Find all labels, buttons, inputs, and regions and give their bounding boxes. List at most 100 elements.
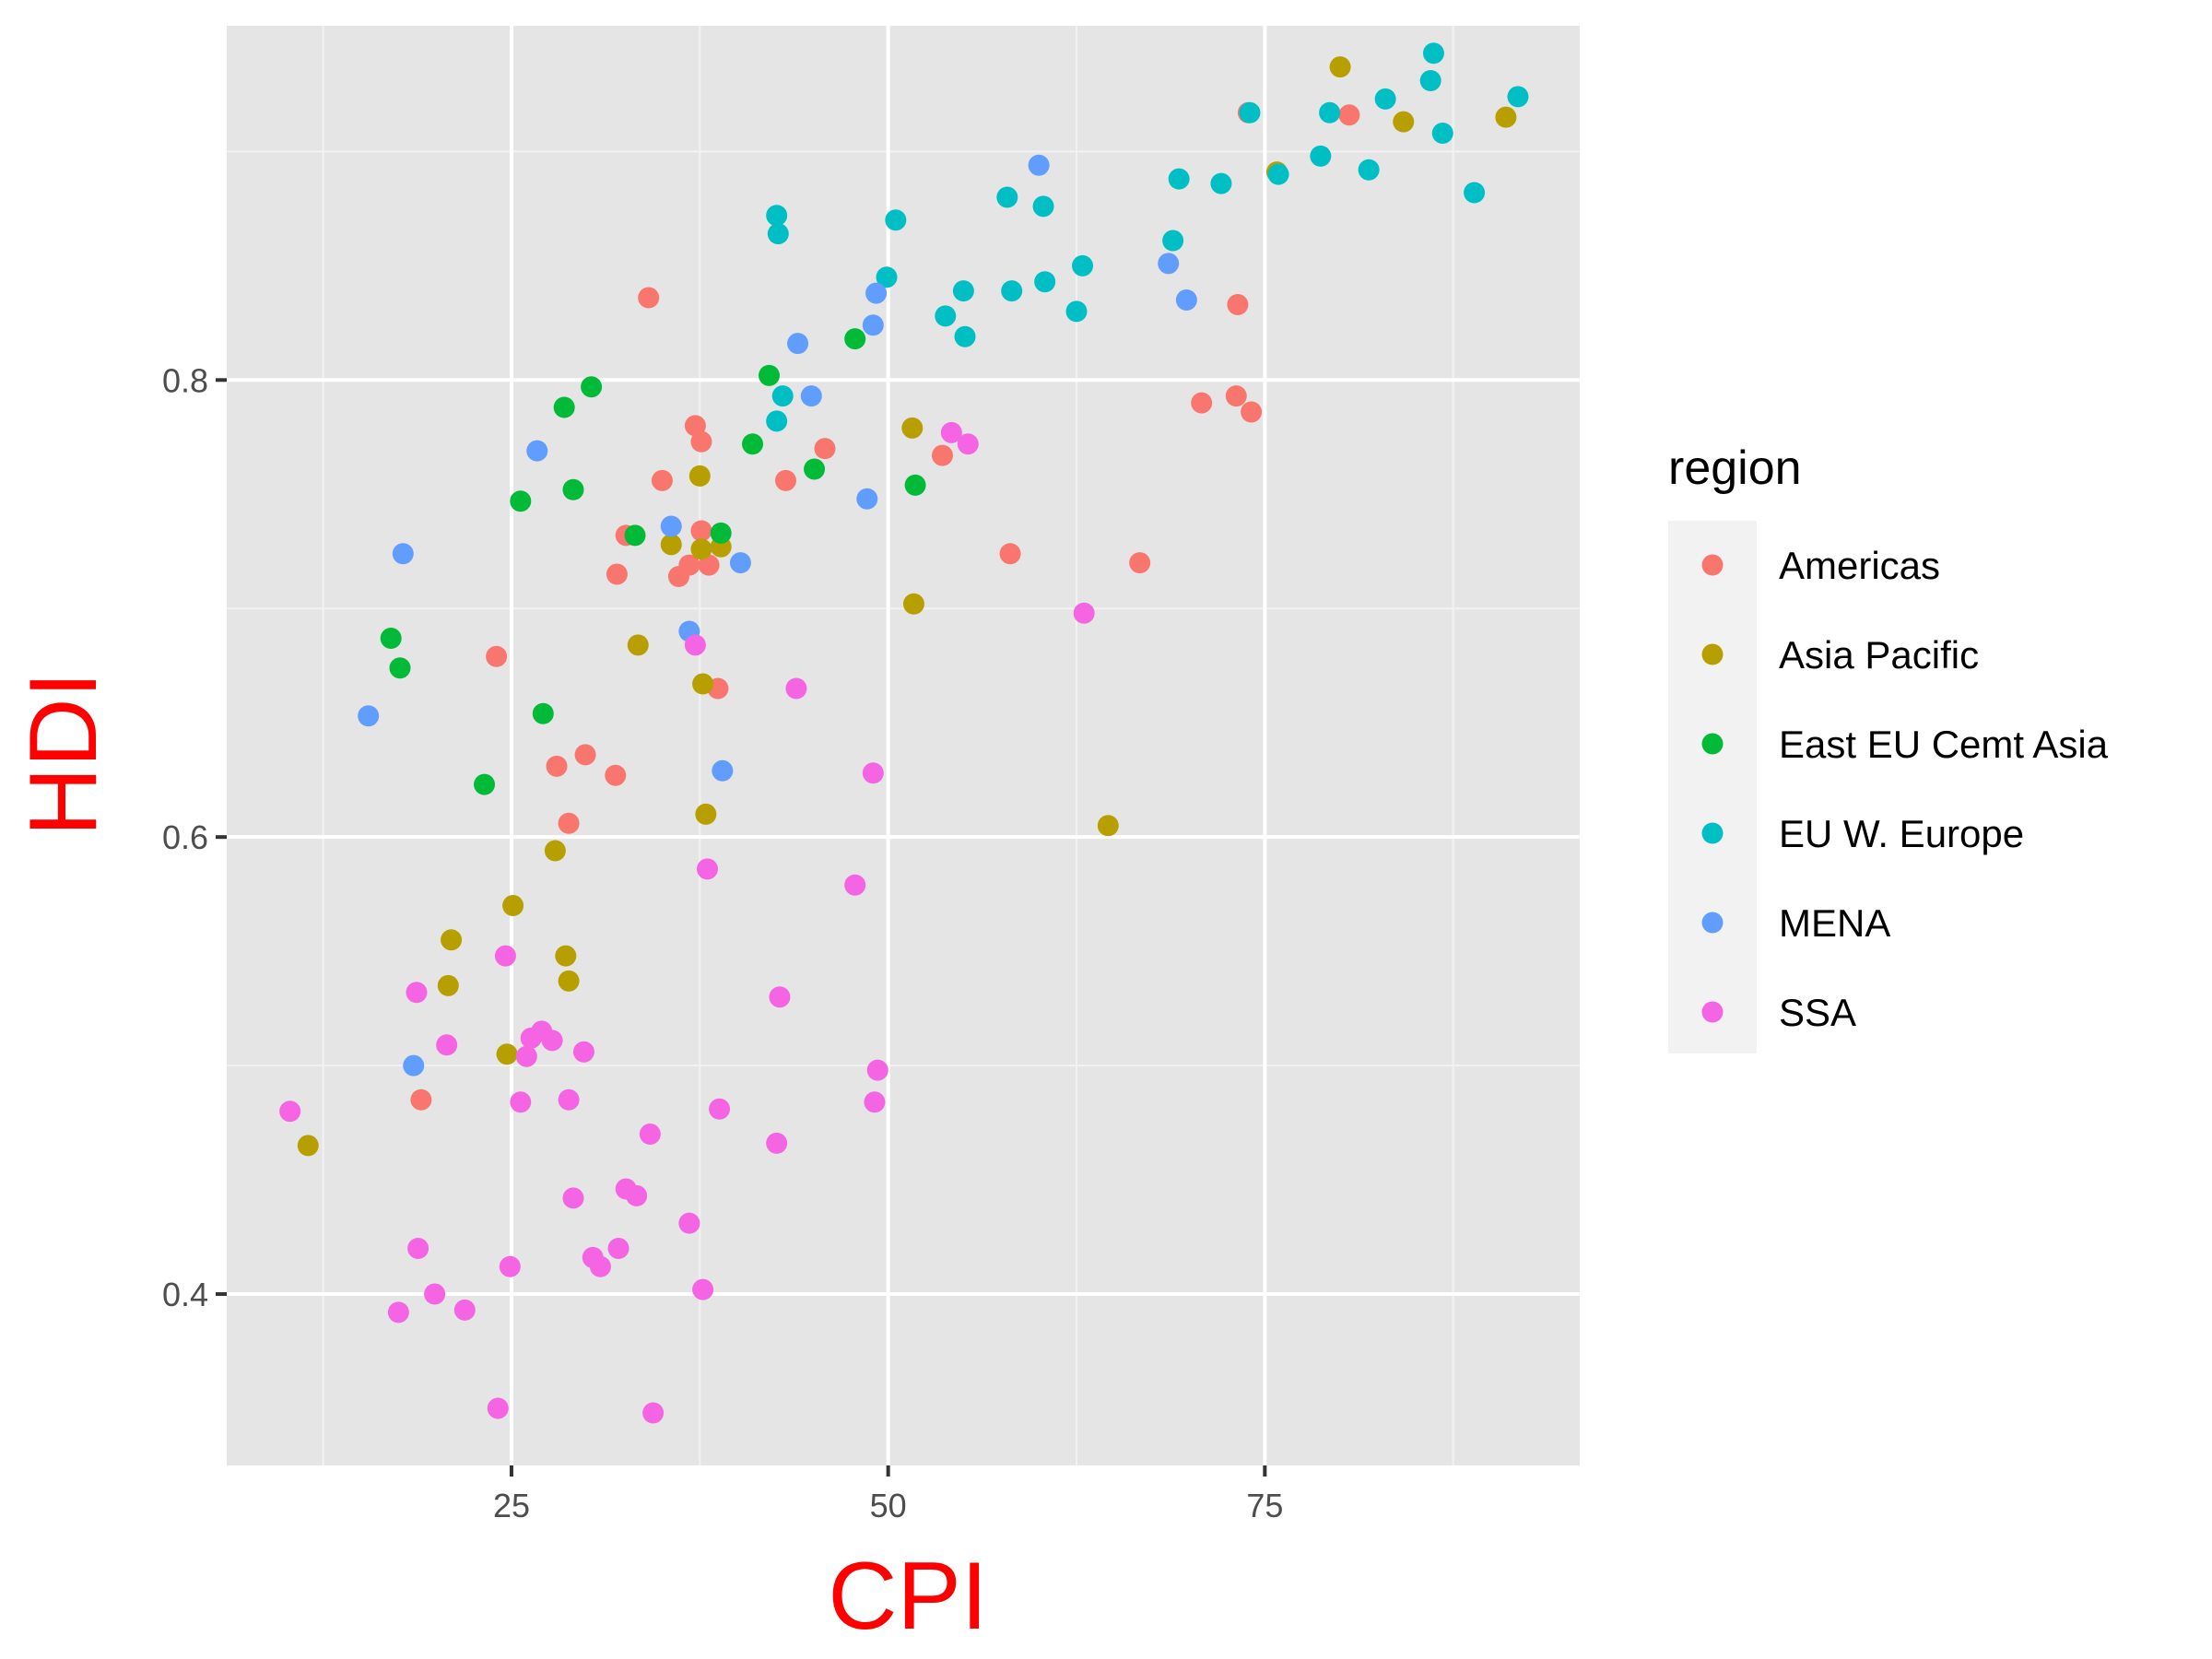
data-point — [510, 490, 532, 512]
data-point — [1073, 602, 1095, 624]
data-point — [759, 364, 781, 386]
data-point — [769, 986, 791, 1008]
data-point — [729, 552, 751, 574]
data-point — [996, 186, 1018, 208]
data-point — [486, 645, 508, 667]
legend-label: SSA — [1779, 991, 1856, 1034]
data-point — [957, 433, 979, 455]
data-point — [474, 773, 496, 795]
data-point — [684, 415, 706, 437]
data-point — [279, 1100, 301, 1123]
data-point — [804, 458, 826, 480]
data-point — [389, 657, 411, 679]
data-point — [787, 333, 809, 355]
data-point — [387, 1301, 409, 1324]
data-point — [555, 945, 577, 967]
data-point — [436, 1034, 458, 1056]
data-point — [1319, 101, 1341, 124]
data-point — [785, 677, 807, 700]
legend-key-background — [1668, 521, 1757, 1053]
data-point — [766, 1132, 788, 1154]
data-point — [627, 634, 649, 656]
data-point — [403, 1054, 425, 1077]
data-point — [297, 1135, 319, 1157]
data-point — [1374, 88, 1396, 110]
data-point — [800, 385, 822, 407]
data-point — [1241, 401, 1263, 423]
data-point — [862, 762, 884, 784]
legend-label: Asia Pacific — [1779, 633, 1979, 677]
data-point — [1129, 552, 1151, 574]
data-point — [392, 543, 414, 565]
data-point — [766, 410, 788, 432]
axis-ticks: 25 50 75 0.4 0.6 0.8 — [162, 361, 1283, 1524]
series-group — [380, 328, 926, 795]
legend-label: EU W. Europe — [1779, 812, 2024, 855]
data-point — [814, 438, 836, 460]
data-point — [1227, 293, 1249, 315]
data-point — [1431, 123, 1453, 145]
data-point — [441, 929, 463, 951]
y-axis-title: HDI — [10, 671, 117, 836]
data-point — [407, 1237, 429, 1259]
data-point — [844, 874, 866, 896]
data-point — [688, 465, 711, 487]
data-point — [487, 1397, 509, 1419]
points-layer — [279, 42, 1529, 1424]
data-point — [1507, 86, 1529, 108]
data-point — [695, 803, 717, 825]
data-point — [1065, 300, 1088, 323]
plot-panel — [227, 26, 1580, 1465]
data-point — [1175, 289, 1197, 312]
data-point — [935, 305, 957, 327]
data-point — [358, 705, 380, 727]
data-point — [954, 325, 976, 347]
data-point — [532, 702, 554, 724]
data-point — [766, 205, 788, 227]
data-point — [496, 1043, 518, 1065]
data-point — [690, 430, 712, 453]
data-point — [885, 209, 907, 231]
data-point — [932, 444, 954, 466]
x-axis-title: CPI — [828, 1543, 987, 1650]
data-point — [771, 385, 794, 407]
data-point — [626, 1184, 648, 1206]
legend-key — [1701, 643, 1724, 665]
data-point — [1032, 195, 1054, 218]
data-point — [844, 328, 866, 350]
legend-label: Americas — [1779, 544, 1940, 587]
data-point — [638, 287, 660, 309]
data-point — [774, 469, 796, 491]
data-point — [558, 812, 580, 834]
data-point — [698, 554, 720, 576]
data-point — [660, 515, 682, 537]
data-point — [1168, 168, 1190, 190]
data-point — [558, 970, 580, 992]
data-point — [952, 280, 974, 302]
legend-key — [1701, 912, 1724, 934]
data-point — [572, 1041, 594, 1063]
data-point — [1034, 271, 1056, 293]
data-point — [581, 376, 603, 398]
legend-label: MENA — [1779, 901, 1890, 945]
data-point — [424, 1283, 446, 1305]
legend-key — [1701, 733, 1724, 755]
data-point — [866, 1059, 888, 1081]
data-point — [1158, 253, 1180, 275]
data-point — [696, 858, 718, 880]
data-point — [606, 563, 628, 585]
data-point — [692, 673, 714, 695]
data-point — [1097, 815, 1119, 837]
data-point — [437, 974, 459, 996]
data-point — [605, 764, 627, 786]
data-point — [999, 543, 1021, 565]
data-point — [502, 895, 524, 917]
data-point — [678, 1212, 700, 1234]
data-point — [1162, 229, 1184, 252]
data-point — [692, 1278, 714, 1300]
data-point — [864, 1091, 886, 1113]
data-point — [1329, 56, 1351, 78]
data-point — [1310, 145, 1332, 167]
legend-title: region — [1668, 441, 1802, 495]
data-point — [515, 1045, 537, 1067]
